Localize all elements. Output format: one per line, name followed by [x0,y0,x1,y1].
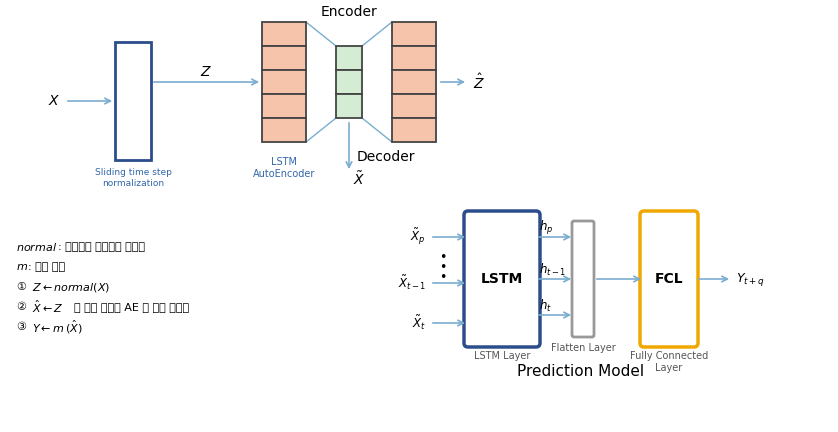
Text: $\tilde{X}_p$: $\tilde{X}_p$ [411,227,426,247]
Text: $m$: $m$ [16,262,28,272]
Text: ①: ① [16,282,26,292]
FancyBboxPatch shape [262,70,306,94]
Text: $\tilde{X}_t$: $\tilde{X}_t$ [411,314,426,332]
Text: $\tilde{X}_{t-1}$: $\tilde{X}_{t-1}$ [397,274,426,292]
FancyBboxPatch shape [392,94,436,118]
Text: ③: ③ [16,322,26,332]
FancyBboxPatch shape [392,70,436,94]
Text: ②: ② [16,302,26,312]
FancyBboxPatch shape [336,70,362,94]
Text: $normal$: $normal$ [16,241,57,253]
Text: Prediction Model: Prediction Model [517,363,644,378]
FancyBboxPatch shape [572,221,594,337]
FancyBboxPatch shape [262,118,306,142]
FancyBboxPatch shape [336,46,362,70]
FancyBboxPatch shape [262,94,306,118]
FancyBboxPatch shape [392,118,436,142]
Text: $Z \leftarrow normal(X)$: $Z \leftarrow normal(X)$ [32,280,110,293]
Text: : 슬라이딩 타임스텝 정규화: : 슬라이딩 타임스텝 정규화 [58,242,145,252]
FancyBboxPatch shape [464,211,540,347]
Text: •: • [439,260,447,273]
Text: •: • [439,270,447,283]
Text: FCL: FCL [654,272,683,286]
FancyBboxPatch shape [115,42,151,160]
Text: Flatten Layer: Flatten Layer [551,343,615,353]
Text: $X$: $X$ [48,94,60,108]
Text: $\hat{Z}$: $\hat{Z}$ [473,73,485,92]
Text: •: • [439,251,447,264]
Text: $\tilde{X}$: $\tilde{X}$ [353,170,365,188]
FancyBboxPatch shape [640,211,698,347]
Text: $\hat{X} \leftarrow Z$: $\hat{X} \leftarrow Z$ [32,299,64,315]
FancyBboxPatch shape [392,46,436,70]
Text: LSTM: LSTM [481,272,523,286]
FancyBboxPatch shape [262,46,306,70]
Text: Sliding time step
normalization: Sliding time step normalization [95,168,172,187]
FancyBboxPatch shape [392,22,436,46]
Text: LSTM
AutoEncoder: LSTM AutoEncoder [253,157,315,179]
Text: 를 통해 학습된 AE 의 압축 데이터: 를 통해 학습된 AE 의 압축 데이터 [74,302,189,312]
Text: $h_t$: $h_t$ [539,298,552,314]
FancyBboxPatch shape [262,22,306,46]
Text: $Y \leftarrow m\,(\hat{X})$: $Y \leftarrow m\,(\hat{X})$ [32,318,82,336]
Text: $h_p$: $h_p$ [539,219,553,237]
Text: $Z$: $Z$ [200,65,213,79]
Text: LSTM Layer: LSTM Layer [473,351,530,361]
Text: Encoder: Encoder [321,5,377,19]
Text: : 예측 모델: : 예측 모델 [28,262,65,272]
Text: Fully Connected
Layer: Fully Connected Layer [630,351,708,373]
FancyBboxPatch shape [336,94,362,118]
Text: Decoder: Decoder [357,150,416,164]
Text: $Y_{t+q}$: $Y_{t+q}$ [736,270,765,288]
Text: $h_{t-1}$: $h_{t-1}$ [539,262,566,278]
